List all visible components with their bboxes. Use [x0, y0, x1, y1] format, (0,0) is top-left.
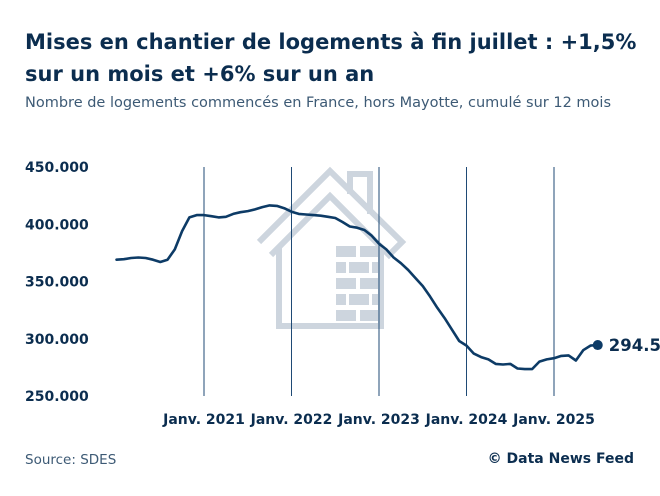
y-tick-label: 300.000 [25, 332, 89, 348]
x-tick-label: Janv. 2025 [512, 412, 595, 428]
x-tick-label: Janv. 2021 [162, 412, 245, 428]
y-tick-label: 250.000 [25, 389, 89, 405]
y-tick-label: 400.000 [25, 217, 89, 233]
end-value-label: 294.500 [609, 336, 660, 355]
x-tick-label: Janv. 2022 [250, 412, 333, 428]
series-line [115, 204, 600, 371]
chart-title: Mises en chantier de logements à fin jui… [25, 30, 637, 86]
credit: © Data News Feed [487, 451, 634, 467]
end-point-marker [592, 340, 603, 351]
line-chart: 250.000 300.000 350.000 400.000 450.000 Janv… [25, 160, 660, 428]
x-tick-label: Janv. 2023 [337, 412, 420, 428]
chart-subtitle: Nombre de logements commencés en France,… [25, 95, 612, 111]
source-note: Source: SDES [25, 452, 117, 468]
x-tick-label: Janv. 2024 [425, 412, 508, 428]
house-icon [256, 166, 407, 329]
y-tick-label: 450.000 [25, 160, 89, 176]
y-tick-label: 350.000 [25, 275, 89, 291]
